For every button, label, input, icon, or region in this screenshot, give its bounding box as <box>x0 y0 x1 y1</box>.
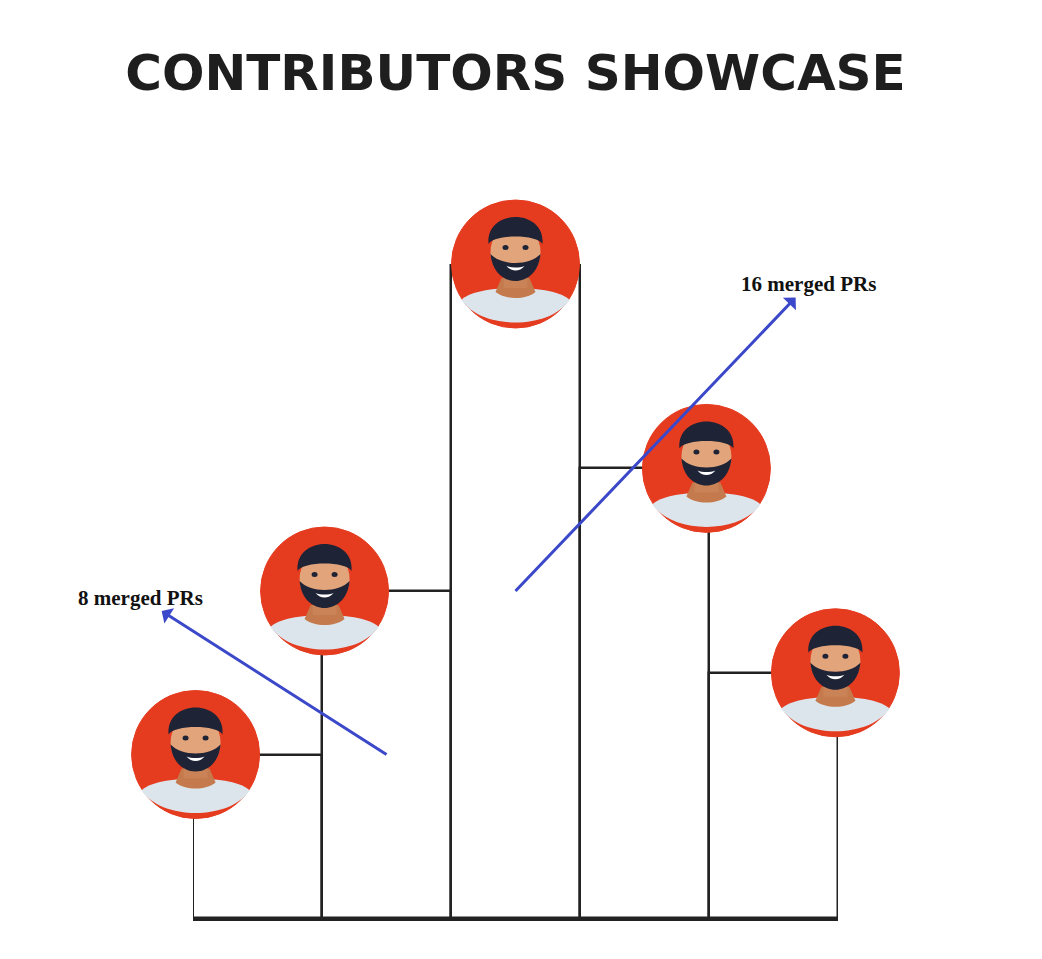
svg-text:CONTRIBUTORS SHOWCASE: CONTRIBUTORS SHOWCASE <box>125 44 906 102</box>
svg-text:16 merged PRs: 16 merged PRs <box>741 272 876 296</box>
svg-text:8 merged PRs: 8 merged PRs <box>78 586 203 610</box>
